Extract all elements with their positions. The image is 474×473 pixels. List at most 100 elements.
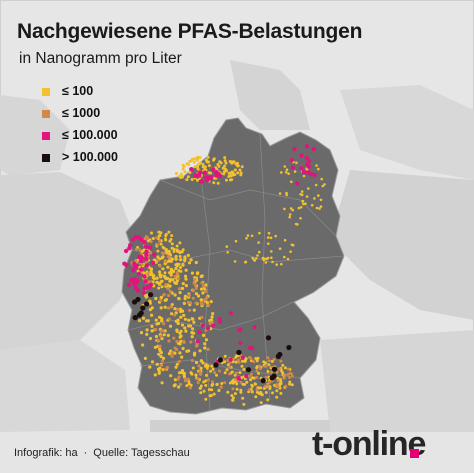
measurement-dot bbox=[181, 167, 185, 171]
measurement-dot bbox=[211, 323, 216, 328]
measurement-dot bbox=[158, 344, 162, 348]
measurement-dot bbox=[133, 235, 139, 240]
measurement-dot bbox=[198, 179, 204, 184]
measurement-dot bbox=[210, 364, 214, 368]
measurement-dot bbox=[144, 263, 149, 268]
measurement-dot bbox=[179, 382, 183, 387]
measurement-dot bbox=[138, 310, 144, 316]
measurement-dot bbox=[291, 208, 295, 212]
measurement-dot bbox=[199, 287, 204, 291]
measurement-dot bbox=[270, 256, 273, 260]
measurement-dot bbox=[276, 376, 280, 380]
measurement-dot bbox=[218, 369, 221, 373]
measurement-dot bbox=[150, 324, 154, 328]
measurement-dot bbox=[275, 263, 279, 266]
measurement-dot bbox=[159, 351, 163, 355]
measurement-dot bbox=[255, 359, 259, 363]
measurement-dot bbox=[251, 256, 254, 260]
legend-swatch bbox=[42, 132, 50, 140]
measurement-dot bbox=[209, 369, 213, 373]
measurement-dot bbox=[187, 162, 190, 166]
measurement-dot bbox=[170, 246, 174, 250]
measurement-dot bbox=[188, 386, 192, 390]
measurement-dot bbox=[169, 260, 173, 263]
measurement-dot bbox=[186, 175, 190, 179]
measurement-dot bbox=[178, 351, 182, 355]
measurement-dot bbox=[133, 265, 138, 270]
measurement-dot bbox=[234, 360, 238, 364]
measurement-dot bbox=[319, 205, 323, 208]
measurement-dot bbox=[207, 171, 211, 175]
measurement-dot bbox=[196, 294, 201, 298]
measurement-dot bbox=[236, 171, 240, 175]
measurement-dot bbox=[173, 307, 177, 311]
measurement-dot bbox=[202, 333, 206, 337]
measurement-dot bbox=[173, 293, 177, 297]
measurement-dot bbox=[158, 239, 161, 243]
measurement-dot bbox=[203, 165, 207, 169]
measurement-dot bbox=[177, 360, 181, 364]
measurement-dot bbox=[203, 346, 207, 350]
measurement-dot bbox=[218, 160, 222, 164]
measurement-dot bbox=[163, 271, 167, 275]
measurement-dot bbox=[151, 252, 157, 257]
measurement-dot bbox=[182, 301, 186, 305]
measurement-dot bbox=[280, 262, 283, 266]
measurement-dot bbox=[189, 167, 194, 172]
measurement-dot bbox=[181, 163, 185, 167]
measurement-dot bbox=[155, 322, 159, 326]
measurement-dot bbox=[307, 187, 310, 190]
measurement-dot bbox=[222, 170, 226, 174]
measurement-dot bbox=[185, 178, 189, 182]
germany-shape bbox=[121, 117, 345, 415]
measurement-dot bbox=[167, 339, 171, 343]
measurement-dot bbox=[183, 317, 187, 321]
measurement-dot bbox=[249, 357, 253, 361]
measurement-dot bbox=[236, 358, 240, 362]
measurement-dot bbox=[236, 376, 241, 381]
measurement-dot bbox=[252, 325, 257, 329]
measurement-dot bbox=[285, 191, 288, 195]
measurement-dot bbox=[146, 239, 150, 243]
measurement-dot bbox=[162, 333, 166, 337]
measurement-dot bbox=[253, 259, 256, 262]
measurement-dot bbox=[311, 146, 317, 152]
measurement-dot bbox=[170, 303, 174, 307]
measurement-dot bbox=[279, 391, 283, 395]
measurement-dot bbox=[151, 274, 155, 278]
measurement-dot bbox=[240, 364, 244, 368]
measurement-dot bbox=[135, 278, 140, 283]
legend-label: ≤ 100.000 bbox=[62, 128, 118, 142]
measurement-dot bbox=[162, 246, 166, 250]
measurement-dot bbox=[164, 260, 168, 263]
measurement-dot bbox=[275, 389, 279, 393]
measurement-dot bbox=[245, 367, 252, 373]
measurement-dot bbox=[228, 311, 233, 316]
measurement-dot bbox=[320, 177, 324, 181]
measurement-dot bbox=[177, 385, 181, 389]
measurement-dot bbox=[177, 269, 181, 273]
measurement-dot bbox=[239, 173, 243, 177]
measurement-dot bbox=[260, 393, 264, 397]
measurement-dot bbox=[175, 339, 179, 344]
measurement-dot bbox=[212, 181, 216, 185]
measurement-dot bbox=[283, 255, 286, 259]
measurement-dot bbox=[233, 168, 237, 172]
measurement-dot bbox=[212, 392, 216, 396]
measurement-dot bbox=[183, 377, 187, 381]
measurement-dot bbox=[304, 155, 309, 161]
measurement-dot bbox=[161, 356, 166, 360]
measurement-dot bbox=[236, 164, 240, 168]
measurement-dot bbox=[204, 364, 208, 368]
measurement-dot bbox=[149, 280, 153, 284]
measurement-dot bbox=[260, 378, 266, 384]
map-title: Nachgewiesene PFAS-Belastungen bbox=[17, 20, 363, 43]
measurement-dot bbox=[170, 312, 174, 316]
measurement-dot bbox=[156, 281, 160, 285]
measurement-dot bbox=[206, 326, 210, 331]
measurement-dot bbox=[162, 293, 166, 297]
measurement-dot bbox=[250, 376, 254, 380]
measurement-dot bbox=[139, 267, 144, 272]
measurement-dot bbox=[306, 164, 311, 169]
measurement-dot bbox=[283, 207, 286, 211]
